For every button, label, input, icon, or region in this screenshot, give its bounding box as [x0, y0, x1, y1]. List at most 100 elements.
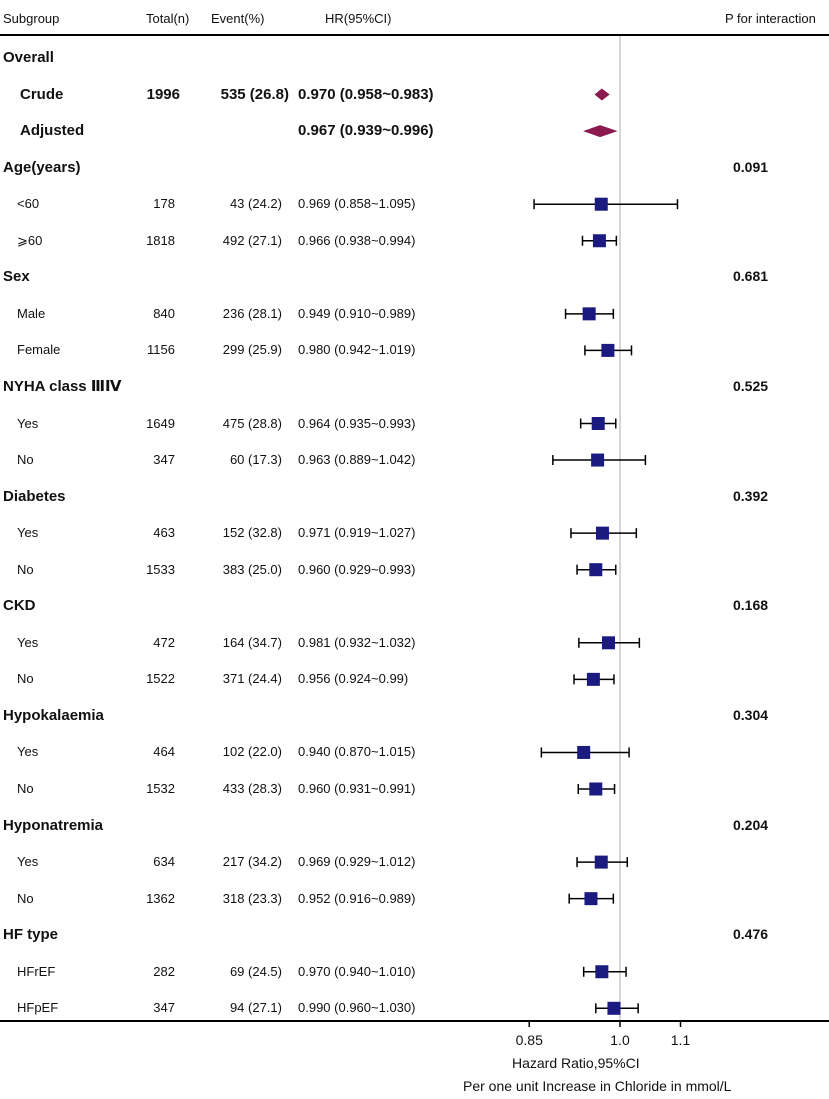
- x-axis-sublabel: Per one unit Increase in Chloride in mmo…: [463, 1078, 732, 1094]
- total-n: 178: [153, 196, 175, 212]
- x-tick-label: 0.85: [515, 1032, 543, 1048]
- hr-point-square: [595, 965, 609, 979]
- subgroup-label: Crude: [20, 85, 64, 103]
- section-label: NYHA class ⅢⅣ: [3, 377, 122, 395]
- header-total: Total(n): [146, 11, 190, 26]
- x-axis-label: Hazard Ratio,95%CI: [512, 1055, 640, 1071]
- section-label: Hypokalaemia: [3, 706, 104, 724]
- top-rule: [0, 34, 829, 36]
- hr-ci-text: 0.967 (0.939~0.996): [298, 122, 434, 140]
- bottom-rule: [0, 1020, 829, 1022]
- subgroup-label: No: [17, 452, 34, 468]
- hr-diamond: [583, 125, 618, 138]
- event-pct: 94 (27.1): [229, 1000, 282, 1016]
- hr-point-square: [602, 636, 616, 650]
- hr-point-square: [592, 234, 606, 248]
- header-event: Event(%): [211, 11, 265, 26]
- hr-point-square: [594, 855, 608, 869]
- hr-point-square: [582, 307, 596, 321]
- total-n: 1996: [146, 85, 180, 103]
- hr-ci-text: 0.971 (0.919~1.027): [298, 525, 416, 541]
- section-label: Sex: [3, 268, 30, 286]
- hr-point-square: [595, 526, 609, 540]
- event-pct: 433 (28.3): [222, 781, 282, 796]
- p-interaction-value: 0.525: [733, 377, 769, 394]
- event-pct: 60 (17.3): [229, 452, 282, 468]
- subgroup-label: No: [17, 561, 34, 577]
- event-pct: 236 (28.1): [222, 305, 282, 321]
- total-n: 1532: [146, 781, 175, 796]
- hr-ci-text: 0.963 (0.889~1.042): [298, 452, 416, 468]
- x-tick-label: 1.0: [610, 1032, 630, 1048]
- total-n: 1362: [146, 890, 175, 906]
- total-n: 1156: [147, 342, 175, 358]
- hr-ci-text: 0.952 (0.916~0.989): [298, 890, 416, 906]
- total-n: 634: [153, 854, 175, 870]
- total-n: 282: [153, 963, 175, 979]
- total-n: 1522: [146, 671, 175, 687]
- total-n: 347: [153, 452, 175, 468]
- event-pct: 217 (34.2): [222, 854, 282, 870]
- p-interaction-value: 0.392: [733, 487, 769, 504]
- subgroup-label: Adjusted: [20, 122, 85, 140]
- subgroup-label: HFpEF: [17, 1000, 59, 1016]
- hr-point-square: [577, 745, 591, 759]
- event-pct: 318 (23.3): [222, 890, 282, 906]
- hr-ci-text: 0.981 (0.932~1.032): [298, 634, 416, 650]
- p-interaction-value: 0.091: [733, 158, 769, 175]
- event-pct: 475 (28.8): [222, 415, 282, 431]
- section-label: Hyponatremia: [3, 816, 104, 834]
- hr-ci-text: 0.969 (0.929~1.012): [298, 854, 416, 870]
- hr-ci-text: 0.956 (0.924~0.99): [298, 671, 409, 687]
- p-interaction-value: 0.304: [733, 706, 769, 723]
- subgroup-label: HFrEF: [17, 963, 56, 979]
- event-pct: 164 (34.7): [222, 634, 282, 650]
- hr-ci-text: 0.960 (0.929~0.993): [298, 561, 416, 577]
- event-pct: 152 (32.8): [222, 525, 282, 541]
- hr-ci-text: 0.966 (0.938~0.994): [298, 232, 416, 248]
- total-n: 463: [153, 525, 175, 541]
- total-n: 840: [153, 305, 175, 321]
- subgroup-label: No: [17, 671, 34, 687]
- hr-point-square: [584, 892, 598, 906]
- hr-ci-text: 0.980 (0.942~1.019): [298, 342, 416, 358]
- total-n: 1649: [146, 415, 175, 431]
- header-subgroup: Subgroup: [3, 11, 60, 26]
- subgroup-label: Yes: [17, 415, 39, 431]
- section-label: Age(years): [3, 158, 81, 176]
- hr-ci-text: 0.960 (0.931~0.991): [298, 781, 416, 796]
- subgroup-label: Yes: [17, 854, 39, 870]
- total-n: 347: [153, 1000, 175, 1016]
- hr-point-square: [591, 417, 605, 430]
- subgroup-label: Male: [17, 305, 46, 321]
- hr-ci-text: 0.970 (0.958~0.983): [298, 85, 434, 103]
- x-tick-label: 1.1: [670, 1032, 691, 1048]
- subgroup-label: Yes: [17, 634, 39, 650]
- p-interaction-value: 0.168: [733, 597, 769, 614]
- hr-ci-text: 0.969 (0.858~1.095): [298, 196, 416, 212]
- total-n: 1818: [146, 232, 175, 248]
- hr-ci-text: 0.949 (0.910~0.989): [298, 305, 416, 321]
- event-pct: 492 (27.1): [222, 232, 282, 248]
- subgroup-label: ⩾60: [17, 232, 43, 248]
- hr-ci-text: 0.990 (0.960~1.030): [298, 1000, 416, 1016]
- total-n: 1533: [146, 561, 175, 577]
- event-pct: 299 (25.9): [222, 342, 282, 358]
- total-n: 464: [153, 744, 175, 760]
- event-pct: 69 (24.5): [229, 963, 282, 979]
- total-n: 472: [153, 634, 175, 650]
- hr-ci-text: 0.940 (0.870~1.015): [298, 744, 416, 760]
- hr-point-square: [591, 453, 605, 467]
- hr-point-square: [589, 563, 603, 577]
- section-label: HF type: [3, 926, 59, 944]
- hr-ci-text: 0.970 (0.940~1.010): [298, 963, 416, 979]
- header-hr: HR(95%CI): [325, 11, 392, 26]
- subgroup-label: Female: [17, 342, 61, 358]
- section-label: CKD: [3, 597, 36, 615]
- event-pct: 383 (25.0): [222, 561, 282, 577]
- hr-point-square: [589, 782, 603, 796]
- subgroup-label: No: [17, 890, 34, 906]
- subgroup-label: Yes: [17, 525, 39, 541]
- p-interaction-value: 0.681: [733, 268, 769, 285]
